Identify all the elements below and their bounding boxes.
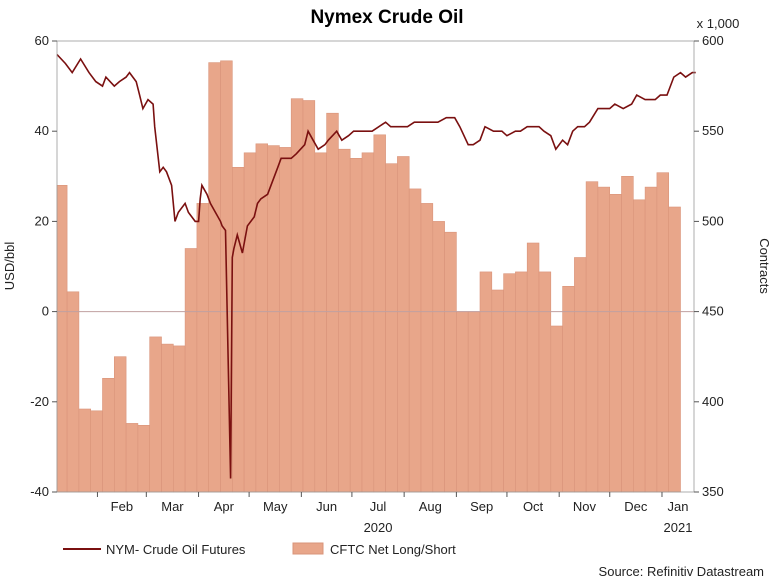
bar-cftc-40 <box>526 242 540 493</box>
bar-cftc-5 <box>114 356 127 493</box>
legend-bar-swatch <box>292 542 324 555</box>
x-tick-label: Nov <box>573 499 597 514</box>
left-axis-label: USD/bbl <box>2 242 17 291</box>
bar-cftc-36 <box>479 271 493 493</box>
left-tick-label: -40 <box>30 484 49 499</box>
year-label: 2020 <box>364 520 393 535</box>
chart-title: Nymex Crude Oil <box>310 7 463 28</box>
bar-cftc-48 <box>621 176 634 493</box>
bar-cftc-15 <box>232 167 245 493</box>
bar-series-cftc <box>56 60 681 493</box>
bar-cftc-46 <box>597 186 611 493</box>
right-axis-ticks: 600 550 500 450 400 350 <box>694 33 724 499</box>
bar-cftc-39 <box>515 271 528 493</box>
bar-cftc-19 <box>279 147 292 493</box>
legend-label-cftc: CFTC Net Long/Short <box>330 542 456 557</box>
bar-cftc-10 <box>173 345 186 493</box>
x-tick-label: Feb <box>111 499 133 514</box>
x-tick-label: Apr <box>214 499 235 514</box>
right-tick-label: 550 <box>702 123 724 138</box>
left-tick-label: 20 <box>35 213 49 228</box>
bar-cftc-37 <box>491 289 504 493</box>
bar-cftc-42 <box>550 325 563 493</box>
left-axis-ticks: 60 40 20 0 -20 -40 <box>30 33 57 499</box>
bar-cftc-31 <box>420 203 434 493</box>
bar-cftc-26 <box>361 152 375 493</box>
bar-cftc-44 <box>574 257 587 493</box>
bar-cftc-28 <box>385 163 398 493</box>
x-tick-label: Jul <box>370 499 387 514</box>
right-tick-label: 500 <box>702 213 724 228</box>
x-tick-label: Jan <box>668 499 689 514</box>
bar-cftc-50 <box>644 186 658 493</box>
left-tick-label: 40 <box>35 123 49 138</box>
bar-cftc-11 <box>184 248 198 493</box>
x-tick-label: Oct <box>523 499 544 514</box>
x-tick-label: May <box>263 499 288 514</box>
x-tick-label: Dec <box>624 499 648 514</box>
bar-cftc-27 <box>373 134 386 493</box>
bar-cftc-35 <box>467 311 481 493</box>
left-tick-label: 0 <box>42 304 49 319</box>
bar-cftc-2 <box>78 408 92 493</box>
right-tick-label: 600 <box>702 33 724 48</box>
bar-cftc-51 <box>656 172 670 493</box>
bar-cftc-32 <box>432 221 445 493</box>
bar-cftc-7 <box>137 424 150 493</box>
x-tick-label: Jun <box>316 499 337 514</box>
left-tick-label: -20 <box>30 394 49 409</box>
bar-cftc-45 <box>585 181 599 493</box>
bar-cftc-16 <box>243 152 257 493</box>
line-series-crude-futures <box>56 53 696 479</box>
bar-cftc-23 <box>326 112 339 493</box>
right-axis-label: Contracts <box>757 238 772 294</box>
plot-frame <box>56 40 695 493</box>
x-axis-ticks: Feb Mar Apr May Jun Jul Aug Sep Oct Nov Dec Jan 2020… <box>96 492 693 535</box>
bar-cftc-12 <box>196 203 209 493</box>
bar-cftc-18 <box>267 145 280 493</box>
bar-cftc-4 <box>102 377 115 493</box>
bar-cftc-38 <box>503 273 516 493</box>
source-note: Source: Refinitiv Datastream <box>599 564 764 579</box>
right-tick-label: 400 <box>702 394 724 409</box>
x-tick-label: Sep <box>470 499 493 514</box>
bar-cftc-21 <box>302 100 316 493</box>
bar-cftc-3 <box>90 410 103 493</box>
legend-label-futures: NYM- Crude Oil Futures <box>106 542 246 557</box>
right-tick-label: 350 <box>702 484 724 499</box>
bar-cftc-0 <box>56 185 68 493</box>
bar-cftc-34 <box>456 311 469 493</box>
bar-cftc-30 <box>408 188 422 493</box>
bar-cftc-29 <box>397 156 410 493</box>
bar-cftc-33 <box>444 231 457 493</box>
bar-cftc-8 <box>149 336 162 493</box>
left-tick-label: 60 <box>35 33 49 48</box>
bar-cftc-13 <box>208 62 221 493</box>
bar-cftc-6 <box>125 423 139 493</box>
bar-cftc-25 <box>349 158 363 493</box>
bar-cftc-52 <box>668 206 681 493</box>
right-tick-label: 450 <box>702 304 724 319</box>
bar-cftc-9 <box>161 343 174 493</box>
x-tick-label: Aug <box>419 499 442 514</box>
bar-cftc-24 <box>338 148 351 493</box>
bar-cftc-43 <box>562 285 575 493</box>
x-tick-label: Mar <box>161 499 184 514</box>
bar-cftc-1 <box>66 291 80 493</box>
bar-cftc-22 <box>314 152 327 493</box>
right-axis-unit-note: x 1,000 <box>697 16 740 31</box>
year-label: 2021 <box>664 520 693 535</box>
bar-cftc-49 <box>632 199 646 493</box>
legend: NYM- Crude Oil Futures CFTC Net Long/Sho… <box>63 542 456 557</box>
bar-cftc-47 <box>609 194 622 493</box>
bar-cftc-41 <box>538 271 552 493</box>
